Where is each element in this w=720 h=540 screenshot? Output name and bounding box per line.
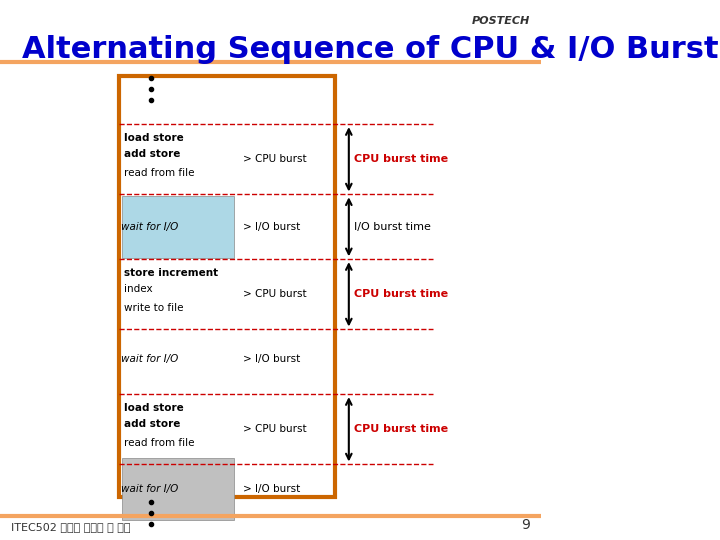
Text: > CPU burst: > CPU burst	[243, 289, 307, 299]
Text: load store: load store	[125, 403, 184, 413]
Text: write to file: write to file	[125, 303, 184, 313]
FancyBboxPatch shape	[119, 76, 336, 497]
Text: Alternating Sequence of CPU & I/O Bursts: Alternating Sequence of CPU & I/O Bursts	[22, 35, 720, 64]
Text: POSTECH: POSTECH	[472, 16, 530, 26]
Text: index: index	[125, 284, 153, 294]
Text: CPU burst time: CPU burst time	[354, 289, 449, 299]
Text: > CPU burst: > CPU burst	[243, 154, 307, 164]
Text: > CPU burst: > CPU burst	[243, 424, 307, 434]
Text: I/O burst time: I/O burst time	[354, 222, 431, 232]
Text: load store: load store	[125, 133, 184, 143]
Text: wait for I/O: wait for I/O	[121, 354, 178, 364]
Text: CPU burst time: CPU burst time	[354, 154, 449, 164]
Text: add store: add store	[125, 419, 181, 429]
Text: 9: 9	[521, 518, 530, 532]
Text: read from file: read from file	[125, 438, 195, 448]
Text: CPU burst time: CPU burst time	[354, 424, 449, 434]
Text: > I/O burst: > I/O burst	[243, 354, 300, 364]
Text: add store: add store	[125, 149, 181, 159]
Text: ITEC502 컴퓨터 시스템 및 실습: ITEC502 컴퓨터 시스템 및 실습	[11, 522, 130, 532]
Text: wait for I/O: wait for I/O	[121, 484, 178, 494]
FancyBboxPatch shape	[122, 195, 234, 258]
Text: wait for I/O: wait for I/O	[121, 222, 178, 232]
Text: read from file: read from file	[125, 168, 195, 178]
Text: > I/O burst: > I/O burst	[243, 222, 300, 232]
Text: store increment: store increment	[125, 268, 218, 278]
FancyBboxPatch shape	[122, 458, 234, 519]
Text: > I/O burst: > I/O burst	[243, 484, 300, 494]
